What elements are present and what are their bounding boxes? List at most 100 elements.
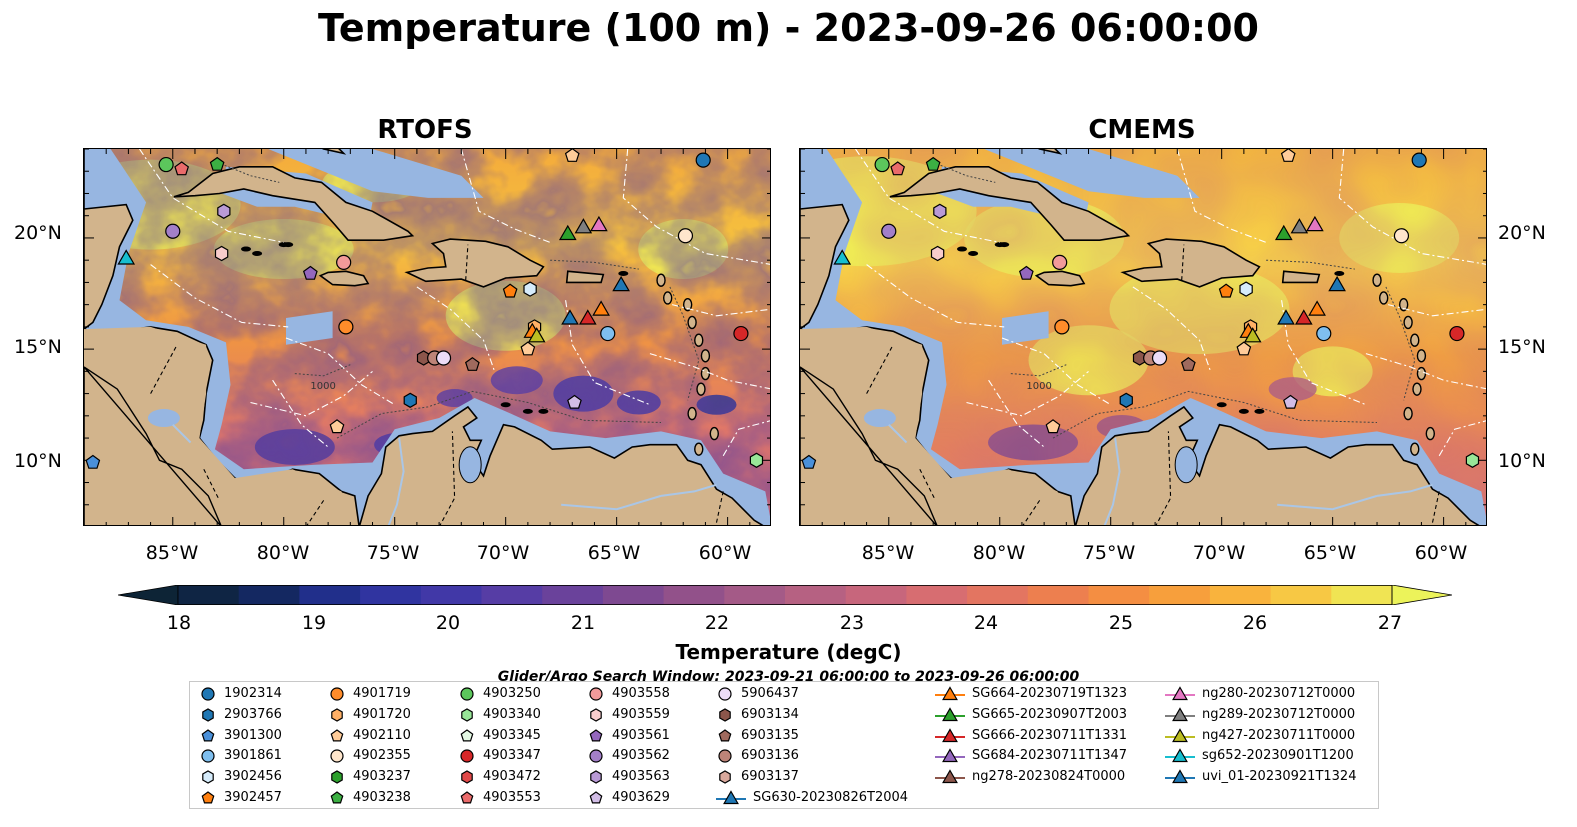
legend-marker [201,687,215,701]
legend-entry-label: uvi_01-20230921T1324 [1202,769,1357,785]
eez-boundary [722,420,770,457]
eez-boundary [1438,420,1486,457]
legend-line-marker-icon [1165,707,1195,721]
eez-boundary [1281,300,1367,406]
island [1412,382,1422,396]
legend-marker [942,707,958,721]
argo-float-marker [567,394,582,409]
lat-label-20n-right: 20°N [1498,222,1546,244]
legend-marker [460,728,474,742]
colorbar-segment [420,585,482,605]
small-island [500,402,511,408]
legend-marker [331,770,343,784]
glider-marker [1243,327,1262,343]
colorbar-segment [906,585,968,605]
colorbar-segment [542,585,604,605]
eez-boundary [866,264,1005,328]
legend-entry-label: 4903250 [483,686,541,701]
legend-entry-glider: ng280-20230712T0000 [1164,684,1355,704]
country-border [866,344,894,394]
colorbar-label: Temperature (degC) [675,640,902,664]
legend-line-marker-icon [1165,727,1195,742]
legend-entry-argo: 4902110 [327,726,411,746]
land-bahamas1 [322,149,347,155]
glider-marker [1294,309,1313,325]
legend-line-marker-icon [716,790,746,805]
colorbar-tick: 18 [166,612,192,634]
legend-marker [589,749,603,763]
legend-entry-argo: 6903136 [715,746,799,766]
river [1103,437,1121,525]
legend-entry-label: SG666-20230711T1331 [972,727,1128,743]
colorbar-segment [845,585,907,605]
legend-entry-label: 4903553 [483,790,541,805]
panel-title-cmems: CMEMS [1088,115,1196,145]
argo-float-marker [749,452,764,468]
river [172,424,192,444]
lat-label-15n-left: 15°N [14,336,62,358]
land-isthmus [84,326,359,525]
colorbar-segment [724,585,786,605]
eez-boundary [1132,286,1212,372]
legend-entry-argo: 4903237 [327,767,411,787]
legend-entry-argo: 4901720 [327,705,411,725]
legend-entry-glider: SG666-20230711T1331 [934,726,1127,746]
legend-marker [1172,686,1188,701]
legend-entry-argo: 4903563 [586,767,670,787]
river [1277,494,1378,511]
eez-boundary [250,370,373,417]
small-island [241,246,252,252]
legend-entry-label: ng280-20230712T0000 [1202,686,1356,701]
legend-marker [718,749,732,763]
small-island [957,246,968,252]
colorbar-graphic [117,584,1453,606]
legend-entry-argo: 2903766 [198,705,282,725]
argo-float-marker [695,152,711,168]
legend-entry-argo: 4902355 [327,746,411,766]
lon-label-65w-left: 65°W [587,542,641,564]
legend-entry-label: 4903345 [483,727,541,743]
legend-entry-label: 4902355 [353,748,411,764]
country-border [150,344,178,394]
lon-label-70w-left: 70°W [476,542,530,564]
glider-marker [592,300,610,316]
legend-entry-glider: ng289-20230712T0000 [1164,705,1355,725]
eez-boundary [565,300,651,406]
eez-boundary [671,304,770,317]
colorbar-tick: 22 [704,612,730,634]
lon-label-80w-left: 80°W [256,542,310,564]
legend-marker-icon [589,728,603,742]
legend-marker [1172,707,1188,721]
legend-entry-label: SG665-20230907T2003 [972,706,1128,722]
island [656,273,666,287]
small-island [538,408,549,414]
legend-marker-icon [589,687,603,701]
colorbar-segment [1209,585,1272,605]
argo-float-marker [1054,319,1070,335]
colorbar-segment [602,585,665,605]
river [387,437,405,525]
eez-boundary [285,337,395,406]
legend-entry-label: 4903347 [483,748,541,764]
colorbar-extend-high [1391,584,1453,606]
legend-marker-icon [202,770,214,784]
legend-marker [589,791,603,804]
land-bahamas1 [1038,149,1063,155]
legend-marker-icon [719,770,731,784]
small-island [968,251,979,257]
legend-entry-label: ng278-20230824T0000 [972,769,1126,785]
colorbar-segment [785,585,847,605]
glider-marker [1274,224,1293,241]
argo-float-marker [336,254,352,271]
legend-marker [202,770,214,784]
argo-float-marker [464,356,480,371]
river [888,424,908,444]
legend-entry-label: 5906437 [741,686,799,701]
small-island [999,242,1010,248]
shelf-area [286,311,333,345]
colorbar-tick: 19 [301,612,327,634]
eez-boundary [1387,304,1486,317]
legend-entry-glider: ng427-20230711T0000 [1164,726,1355,746]
lon-label-65w-right: 65°W [1303,542,1357,564]
colorbar-tick: 24 [973,612,999,634]
